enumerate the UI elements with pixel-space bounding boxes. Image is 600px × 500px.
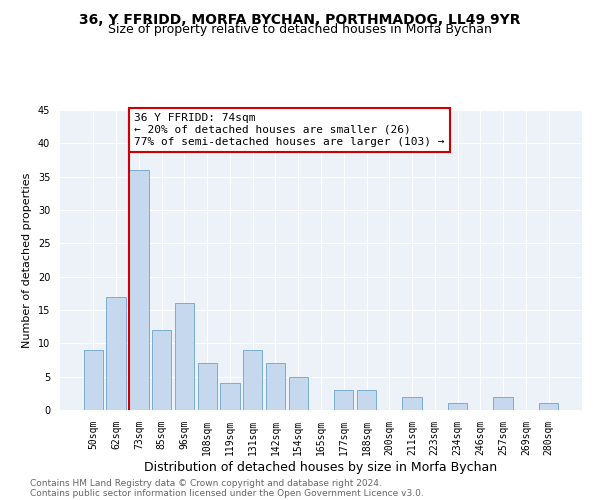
Text: Size of property relative to detached houses in Morfa Bychan: Size of property relative to detached ho… (108, 22, 492, 36)
Bar (539, 404, 558, 410)
X-axis label: Distribution of detached houses by size in Morfa Bychan: Distribution of detached houses by size … (145, 460, 497, 473)
Bar (152, 330, 172, 410)
Bar (448, 404, 467, 410)
Bar (106, 296, 126, 410)
Bar (84, 350, 103, 410)
Bar (243, 350, 262, 410)
Bar (175, 304, 194, 410)
Bar (334, 390, 353, 410)
Bar (289, 376, 308, 410)
Bar (197, 364, 217, 410)
Bar (357, 390, 376, 410)
Text: 36, Y FFRIDD, MORFA BYCHAN, PORTHMADOG, LL49 9YR: 36, Y FFRIDD, MORFA BYCHAN, PORTHMADOG, … (79, 12, 521, 26)
Text: Contains HM Land Registry data © Crown copyright and database right 2024.: Contains HM Land Registry data © Crown c… (30, 478, 382, 488)
Text: 36 Y FFRIDD: 74sqm
← 20% of detached houses are smaller (26)
77% of semi-detache: 36 Y FFRIDD: 74sqm ← 20% of detached hou… (134, 114, 445, 146)
Text: Contains public sector information licensed under the Open Government Licence v3: Contains public sector information licen… (30, 488, 424, 498)
Bar (220, 384, 239, 410)
Bar (266, 364, 285, 410)
Bar (129, 170, 149, 410)
Bar (403, 396, 422, 410)
Bar (493, 396, 513, 410)
Y-axis label: Number of detached properties: Number of detached properties (22, 172, 32, 348)
